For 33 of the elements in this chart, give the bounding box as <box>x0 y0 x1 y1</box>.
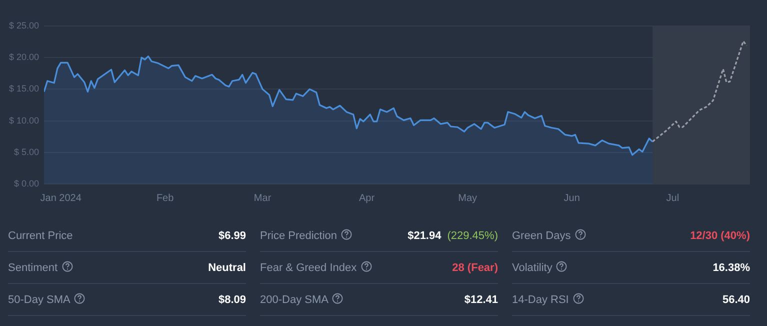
text: $8.09 <box>218 294 246 306</box>
x-tick-label: Jan 2024 <box>40 192 82 204</box>
text: $12.41 <box>464 294 498 306</box>
text: 16.38% <box>712 262 750 274</box>
text: 12/30 (40%) <box>690 230 750 242</box>
x-tick-label: Mar <box>254 192 272 204</box>
text: Price Prediction <box>260 230 338 242</box>
text: 28 (Fear) <box>452 262 498 274</box>
text: 14-Day RSI <box>512 294 569 306</box>
text: Neutral <box>208 262 246 274</box>
x-tick-label: Apr <box>358 192 376 204</box>
text: Current Price <box>8 230 73 242</box>
x-tick-label: Feb <box>156 192 174 204</box>
text: $21.94 <box>408 230 442 242</box>
y-tick-label: $ 25.00 <box>8 20 40 30</box>
line-series <box>652 40 748 142</box>
x-tick-label: Jul <box>666 192 680 204</box>
text: (229.45%) <box>447 230 498 242</box>
text: Fear & Greed Index <box>260 262 357 274</box>
text: Sentiment <box>8 262 58 274</box>
text: Volatility <box>512 262 552 274</box>
y-tick-label: $ 15.00 <box>8 84 40 94</box>
text: Green Days <box>512 230 571 242</box>
y-tick-label: $ 0.00 <box>14 178 40 188</box>
text: 50-Day SMA <box>8 294 70 306</box>
y-tick-label: $ 5.00 <box>14 146 40 157</box>
text: 56.40 <box>722 294 750 306</box>
y-tick-label: $ 20.00 <box>8 52 40 62</box>
y-tick-label: $ 10.00 <box>8 115 40 126</box>
text: 200-Day SMA <box>260 294 328 306</box>
text: $6.99 <box>218 230 246 242</box>
x-tick-label: Jun <box>564 192 580 204</box>
x-tick-label: May <box>458 192 478 204</box>
